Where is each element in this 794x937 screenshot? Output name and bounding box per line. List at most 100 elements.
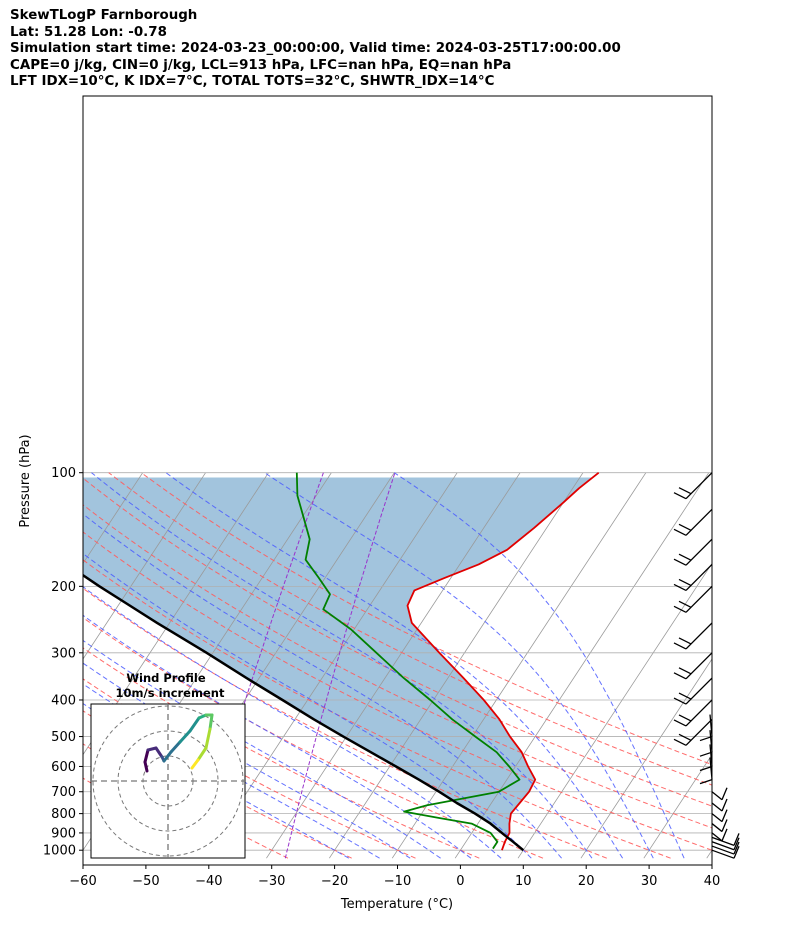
dry-adiabat [140,472,712,766]
wind-barb [673,718,713,746]
inset-hodograph [91,704,245,858]
y-axis-label: Pressure (hPa) [18,434,33,527]
wind-barb [711,809,728,823]
x-tick-label: 10 [515,874,532,889]
x-tick-label: −40 [195,874,222,889]
hodograph-segment [154,746,164,759]
dry-adiabat [83,647,480,859]
wind-barb [673,699,713,727]
wind-barb [711,845,740,859]
hodograph-segment [204,727,212,750]
y-axis-ticks: 1000 900 800 700 600 500 400 300 200 100 [43,466,83,859]
y-tick-label: 200 [51,580,76,595]
dry-adiabat [83,559,671,859]
moist-adiabat [83,552,532,859]
wind-barb [711,841,740,855]
wind-barb [673,538,713,566]
moist-adiabat [165,472,624,859]
isotherm-line [266,472,521,859]
chart-header: SkewTLogP Farnborough Lat: 51.28 Lon: -0… [10,8,621,91]
y-tick-label: 1000 [43,844,76,859]
y-tick-label: 700 [51,785,76,800]
chart-title: SkewTLogP Farnborough [10,8,198,23]
moist-adiabat [264,472,654,859]
cape-shaded-area [83,477,593,836]
moist-adiabat [83,614,472,859]
moist-adiabat [393,472,685,859]
y-tick-label: 400 [51,693,76,708]
x-axis-ticks: −60 −50 −40 −30 −20 −10 0 10 20 30 40 [69,865,720,889]
isotherm-line [203,472,458,859]
isotherm-line [83,472,269,756]
wind-barbs [673,472,740,859]
y-tick-label: 300 [51,646,76,661]
inset-title: Wind Profile [126,671,206,685]
cape-label: CAPE=0 j/kg, CIN=0 j/kg, LCL=913 hPa, LF… [10,57,512,73]
wind-barb [711,828,728,842]
y-tick-label: 500 [51,730,76,745]
location-label: Lat: 51.28 Lon: -0.78 [10,24,167,40]
hodograph-segment [162,750,173,763]
isotherm-line [0,473,80,858]
wind-barb [673,622,713,650]
hodograph-segment [208,713,214,731]
dry-adiabat [83,587,607,859]
hodograph-segment [143,760,149,773]
dry-adiabat [83,678,416,859]
time-label: Simulation start time: 2024-03-23_00:00:… [10,41,621,57]
hodograph-segment [178,729,192,744]
moist-adiabat [91,472,593,859]
wind-barb [711,819,728,833]
y-tick-label: 100 [51,466,76,481]
moist-adiabat [83,513,562,859]
moist-adiabat [83,683,380,859]
indices-label: LFT IDX=10°C, K IDX=7°C, TOTAL TOTS=32°C… [10,74,495,90]
cape-fill-layer [83,477,593,836]
hodograph-segment [169,740,182,754]
wind-barb [711,833,740,847]
isotherm-line [329,472,584,859]
dewpoint-line [295,472,521,850]
wind-barb [711,798,728,812]
wind-barb [673,585,713,613]
x-tick-label: −10 [384,874,411,889]
isotherm-line [391,472,647,859]
mixing-ratio-line [284,472,396,859]
wind-profile-inset: Wind Profile 10m/s increment [90,671,246,859]
x-axis-label: Temperature (°C) [340,897,453,912]
y-tick-label: 800 [51,807,76,822]
wind-barb [673,677,713,705]
moist-adiabat [83,586,502,859]
inset-ring [117,730,219,832]
wind-barb [673,472,713,500]
hodograph-segment [196,746,208,762]
inset-subtitle: 10m/s increment [116,686,225,700]
wind-barb [673,563,713,592]
isotherm-line [706,849,712,859]
x-tick-label: −60 [69,874,96,889]
wind-barb [673,508,713,536]
isotherm-line [0,473,17,858]
wind-barb [673,652,713,680]
temperature-line [406,471,600,851]
hodograph-segment [188,716,201,733]
x-tick-label: 0 [456,874,464,889]
dry-adiabat [108,472,712,786]
x-tick-label: −20 [321,874,348,889]
hodograph-segment [143,748,150,764]
hodograph-segment [190,758,200,770]
wind-barb [711,787,728,801]
x-tick-label: 30 [641,874,658,889]
wind-barb [711,837,740,851]
profile-series-layer [83,471,600,852]
dry-adiabat [83,617,544,859]
x-tick-label: 40 [704,874,721,889]
parcel-line [83,573,525,852]
dry-adiabat [83,477,712,807]
x-tick-label: 20 [578,874,595,889]
x-tick-label: −30 [258,874,285,889]
isotherm-line [517,562,712,859]
y-tick-label: 900 [51,826,76,841]
isotherm-line [83,472,206,660]
